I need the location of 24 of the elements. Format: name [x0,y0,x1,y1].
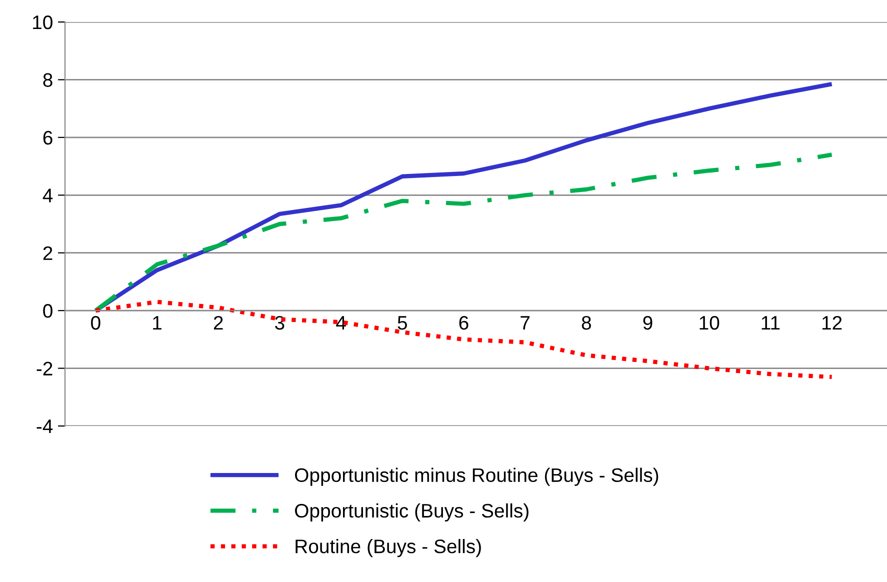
legend-label: Opportunistic minus Routine (Buys - Sells) [295,468,658,486]
y-tick-label: 10 [33,15,52,30]
x-tick-label: 7 [520,316,530,330]
legend-label: Opportunistic (Buys - Sells) [295,503,528,522]
x-tick-label: 5 [398,316,407,330]
x-tick-label: 6 [459,316,468,330]
y-tick-label: 4 [42,188,53,202]
line-series [94,152,834,313]
y-tick-label: -4 [36,420,53,434]
x-tick-label: 8 [582,316,591,330]
y-tick-label: 0 [43,304,52,318]
y-tick-label: 6 [43,130,52,145]
x-tick-label: 11 [762,316,780,330]
x-tick-label: 0 [91,316,100,330]
y-tick-label: 8 [43,73,52,87]
x-tick-label: 9 [643,316,652,330]
x-tick-label: 10 [700,316,720,330]
legend-label: Routine (Buys - Sells) [296,538,481,558]
y-tick-label: -2 [36,362,52,376]
y-tick-label: 2 [43,246,52,260]
x-tick-label: 2 [214,316,223,330]
x-tick-label: 1 [153,316,162,330]
x-tick-label: 4 [336,316,346,330]
x-tick-label: 12 [822,316,842,330]
